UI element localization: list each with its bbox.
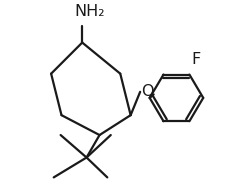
Text: F: F <box>191 52 200 67</box>
Text: O: O <box>141 84 153 99</box>
Text: NH₂: NH₂ <box>74 4 104 19</box>
